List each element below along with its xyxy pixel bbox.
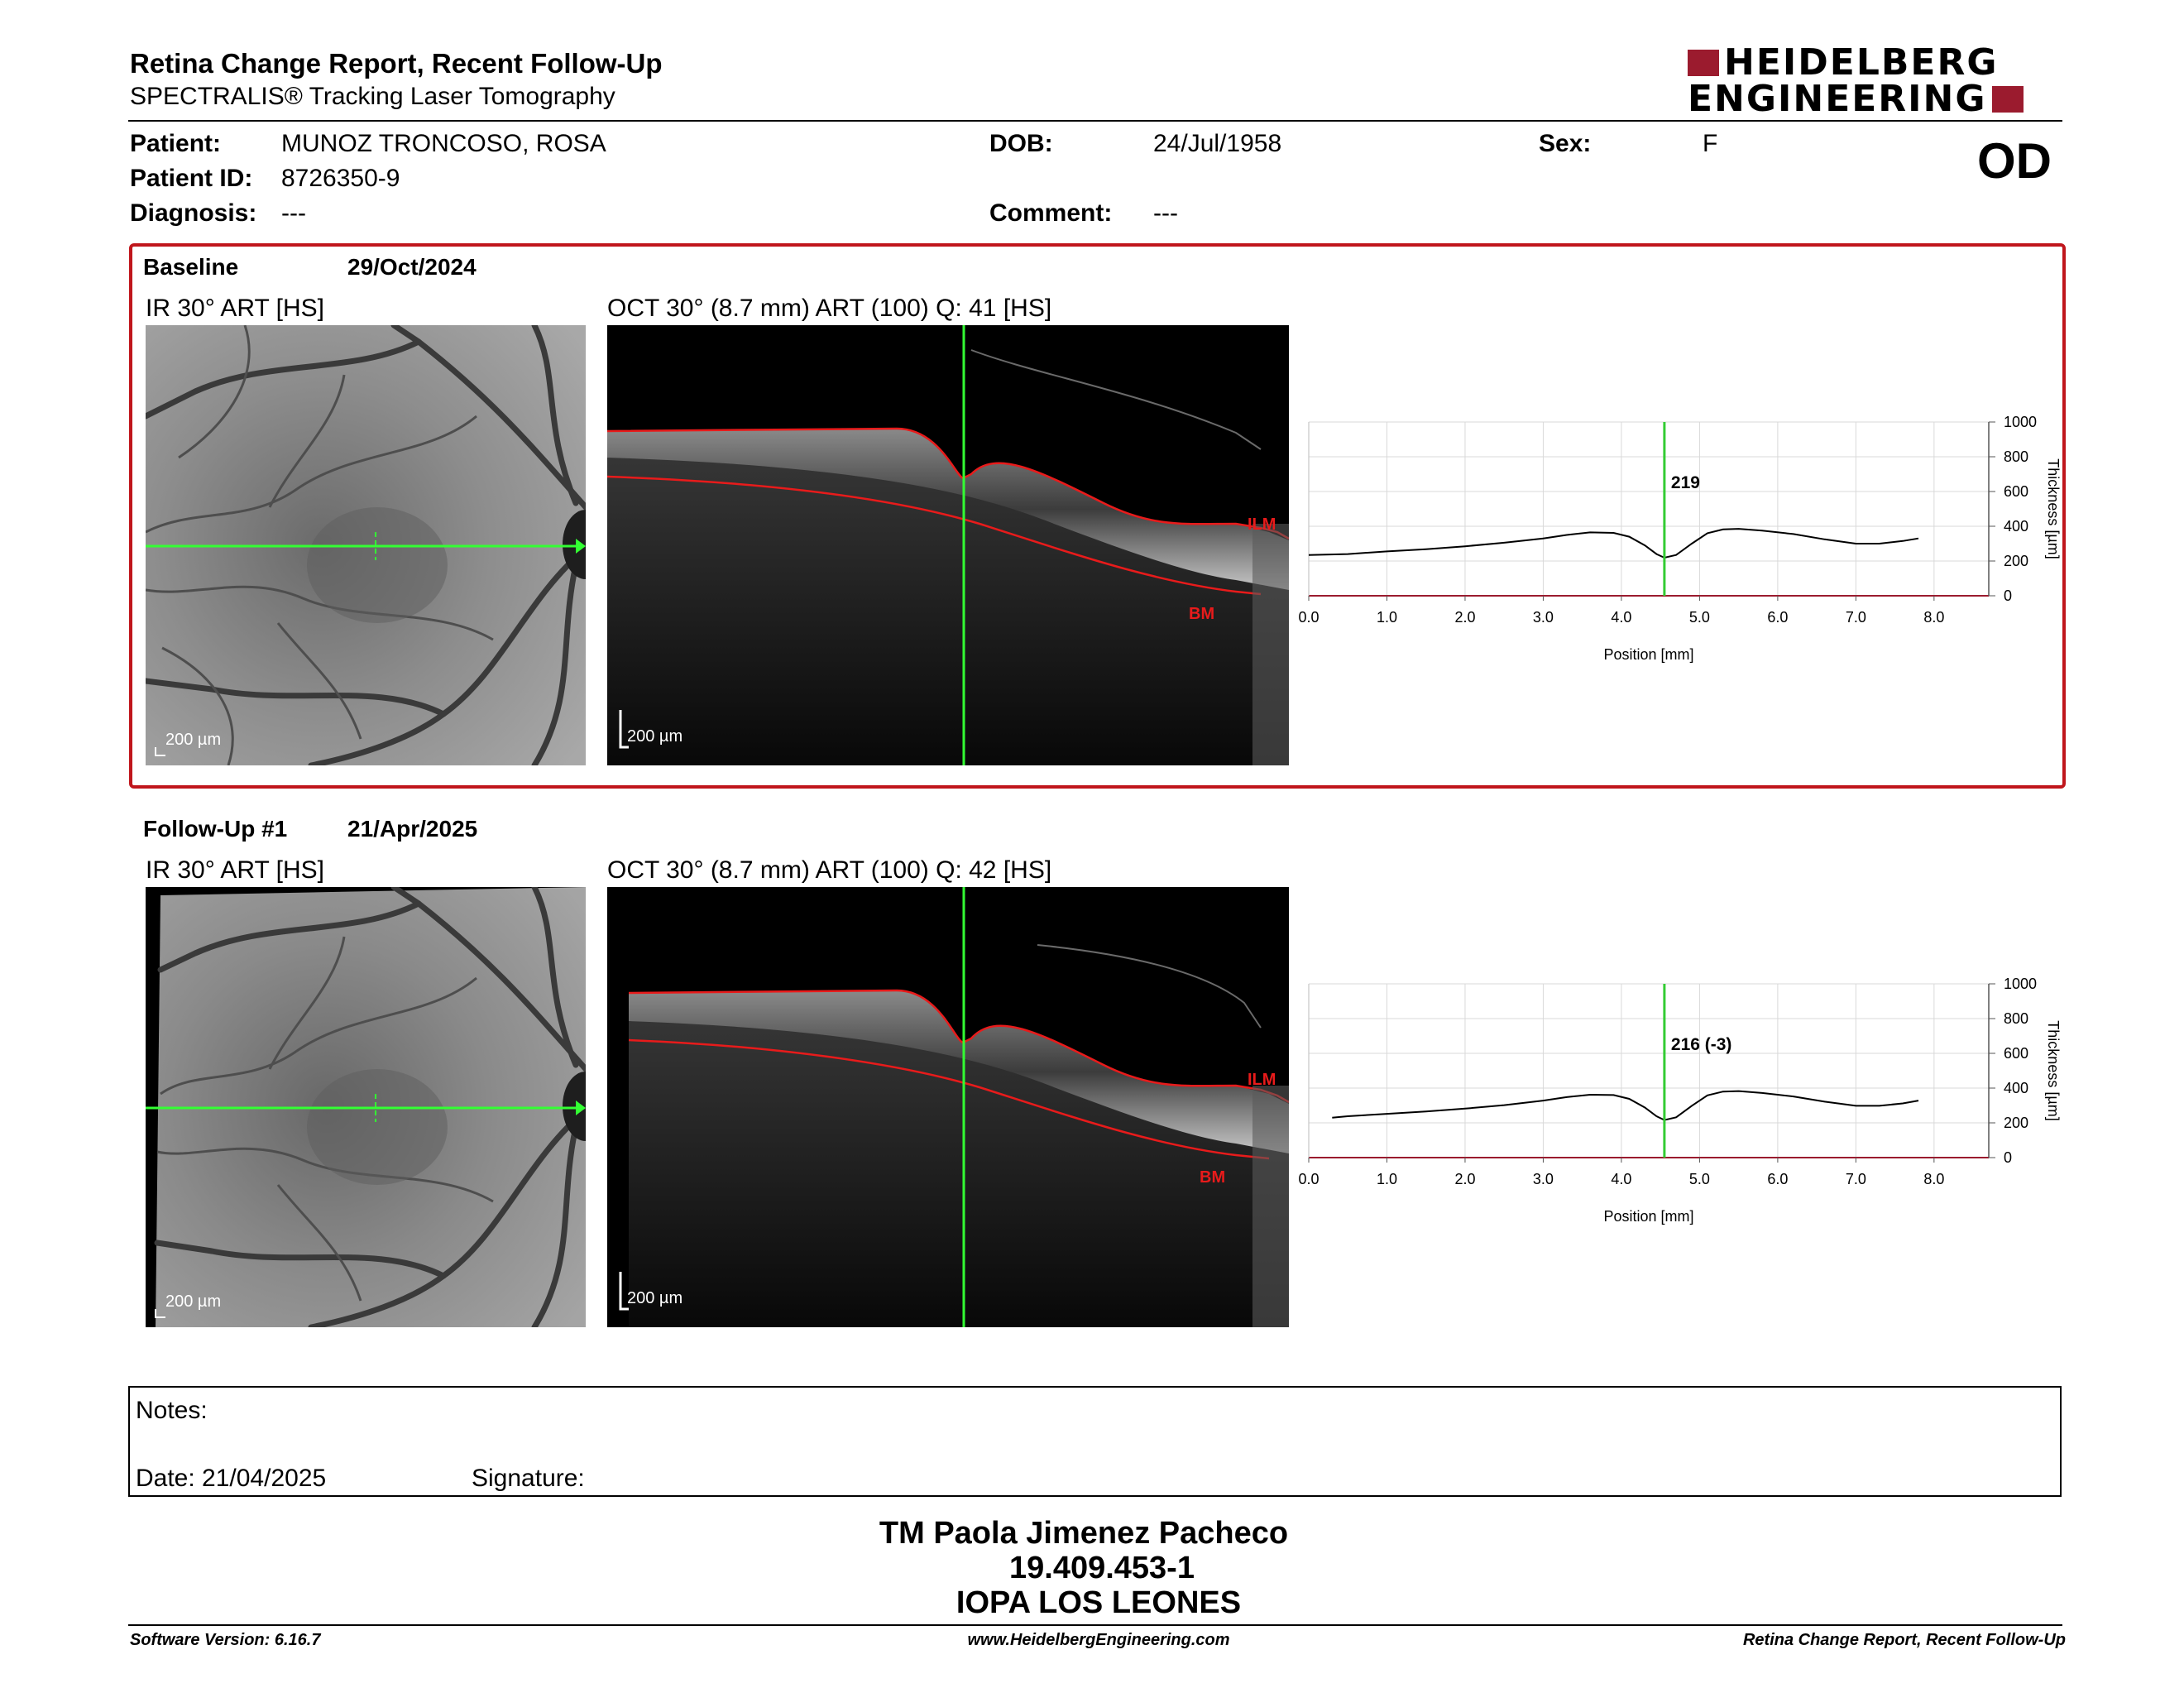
website-link[interactable]: www.HeidelbergEngineering.com bbox=[967, 1631, 1230, 1649]
y-tick-label: 800 bbox=[2004, 448, 2028, 465]
x-tick-label: 6.0 bbox=[1767, 1171, 1788, 1187]
notes-date: Date: 21/04/2025 bbox=[136, 1465, 327, 1492]
oct-title: OCT 30° (8.7 mm) ART (100) Q: 41 [HS] bbox=[607, 295, 1052, 322]
ir-fundus-image: 200 µm bbox=[146, 325, 586, 765]
y-tick-label: 0 bbox=[2004, 587, 2012, 604]
heidelberg-logo-2: ENGINEERING bbox=[1688, 78, 2024, 120]
ilm-label: ILM bbox=[1248, 1071, 1276, 1089]
x-tick-label: 7.0 bbox=[1846, 609, 1866, 626]
y-tick-label: 1000 bbox=[2004, 976, 2037, 992]
x-tick-label: 6.0 bbox=[1767, 609, 1788, 626]
y-tick-label: 600 bbox=[2004, 1045, 2028, 1062]
notes-box bbox=[128, 1386, 2062, 1497]
heidelberg-logo: HEIDELBERG bbox=[1688, 41, 1999, 84]
y-tick-label: 200 bbox=[2004, 1115, 2028, 1131]
oct-title: OCT 30° (8.7 mm) ART (100) Q: 42 [HS] bbox=[607, 856, 1052, 884]
x-tick-label: 3.0 bbox=[1533, 1171, 1554, 1187]
y-axis-label: Thickness [µm] bbox=[2045, 458, 2062, 559]
marker-value-label: 216 (-3) bbox=[1671, 1035, 1732, 1054]
signature-org: IOPA LOS LEONES bbox=[956, 1585, 1242, 1620]
notes-label: Notes: bbox=[136, 1397, 208, 1424]
software-version: Software Version: 6.16.7 bbox=[130, 1631, 321, 1649]
logo-line2: ENGINEERING bbox=[1688, 78, 1987, 120]
ir-title: IR 30° ART [HS] bbox=[146, 295, 324, 322]
exam-date: 21/Apr/2025 bbox=[347, 816, 478, 842]
patient-label: Patient: bbox=[130, 130, 222, 157]
patient-value: MUNOZ TRONCOSO, ROSA bbox=[281, 130, 606, 157]
bm-label: BM bbox=[1200, 1168, 1226, 1187]
bm-label: BM bbox=[1189, 605, 1215, 623]
ir-title: IR 30° ART [HS] bbox=[146, 856, 324, 884]
logo-line1: HEIDELBERG bbox=[1724, 41, 1999, 84]
x-tick-label: 4.0 bbox=[1611, 1171, 1631, 1187]
signature-name: TM Paola Jimenez Pacheco bbox=[879, 1516, 1289, 1551]
eye-side: OD bbox=[1977, 133, 2052, 189]
signature-id: 19.409.453-1 bbox=[1009, 1551, 1195, 1585]
x-axis-label: Position [mm] bbox=[1603, 646, 1693, 663]
ir-scale-label: 200 µm bbox=[165, 731, 222, 749]
x-tick-label: 4.0 bbox=[1611, 609, 1631, 626]
exam-name: Baseline bbox=[143, 254, 239, 280]
patient-id-value: 8726350-9 bbox=[281, 165, 400, 192]
footer-rule bbox=[128, 1624, 2062, 1626]
patient-id-label: Patient ID: bbox=[130, 165, 253, 192]
dob-value: 24/Jul/1958 bbox=[1153, 130, 1282, 157]
thickness-chart: 0.0 1.0 2.0 3.0 4.0 5.0 6.0 7.0 8.0 0 200 400 600 800… bbox=[1298, 969, 2068, 1242]
baseline-section bbox=[129, 243, 2066, 789]
diagnosis-value: --- bbox=[281, 199, 306, 227]
dob-label: DOB: bbox=[989, 130, 1053, 157]
report-subtitle: SPECTRALIS® Tracking Laser Tomography bbox=[130, 83, 615, 110]
signature-label: Signature: bbox=[472, 1465, 585, 1492]
y-tick-label: 400 bbox=[2004, 518, 2028, 535]
ir-fundus-image: 200 µm bbox=[146, 887, 586, 1327]
x-axis-label: Position [mm] bbox=[1603, 1208, 1693, 1225]
header-rule bbox=[128, 120, 2062, 122]
comment-value: --- bbox=[1153, 199, 1178, 227]
logo-square-icon-2 bbox=[1991, 86, 2024, 113]
exam-name: Follow-Up #1 bbox=[143, 816, 288, 842]
y-tick-label: 200 bbox=[2004, 553, 2028, 569]
ir-scale-label: 200 µm bbox=[165, 1292, 222, 1311]
ilm-label: ILM bbox=[1248, 516, 1276, 534]
oct-scale-label: 200 µm bbox=[627, 1289, 683, 1307]
x-tick-label: 2.0 bbox=[1454, 1171, 1475, 1187]
x-tick-label: 8.0 bbox=[1923, 1171, 1944, 1187]
oct-bscan-image: ILM BM 200 µm bbox=[607, 887, 1289, 1327]
thickness-chart: 0.0 1.0 2.0 3.0 4.0 5.0 6.0 7.0 8.0 0 200 400 600 800… bbox=[1298, 407, 2068, 680]
x-tick-label: 5.0 bbox=[1689, 1171, 1710, 1187]
oct-bscan-image: ILM BM 200 µm bbox=[607, 325, 1289, 765]
y-tick-label: 0 bbox=[2004, 1149, 2012, 1166]
comment-label: Comment: bbox=[989, 199, 1113, 227]
report-title: Retina Change Report, Recent Follow-Up bbox=[130, 48, 663, 79]
footer-report-name: Retina Change Report, Recent Follow-Up bbox=[1742, 1631, 2066, 1649]
thickness-line bbox=[1332, 1090, 1919, 1121]
y-tick-label: 800 bbox=[2004, 1010, 2028, 1027]
diagnosis-label: Diagnosis: bbox=[130, 199, 257, 227]
y-axis-label: Thickness [µm] bbox=[2045, 1020, 2062, 1120]
x-tick-label: 1.0 bbox=[1377, 1171, 1397, 1187]
x-tick-label: 8.0 bbox=[1923, 609, 1944, 626]
y-tick-label: 1000 bbox=[2004, 414, 2037, 430]
marker-value-label: 219 bbox=[1671, 473, 1700, 492]
exam-date: 29/Oct/2024 bbox=[347, 254, 477, 280]
x-tick-label: 7.0 bbox=[1846, 1171, 1866, 1187]
sex-label: Sex: bbox=[1539, 130, 1592, 157]
thickness-line bbox=[1308, 528, 1919, 559]
x-tick-label: 2.0 bbox=[1454, 609, 1475, 626]
x-tick-label: 5.0 bbox=[1689, 609, 1710, 626]
x-tick-label: 0.0 bbox=[1299, 609, 1320, 626]
sex-value: F bbox=[1703, 130, 1718, 157]
logo-square-icon bbox=[1688, 50, 1719, 76]
oct-scale-label: 200 µm bbox=[627, 727, 683, 746]
y-tick-label: 600 bbox=[2004, 483, 2028, 500]
y-tick-label: 400 bbox=[2004, 1080, 2028, 1096]
x-tick-label: 1.0 bbox=[1377, 609, 1397, 626]
x-tick-label: 0.0 bbox=[1299, 1171, 1320, 1187]
x-tick-label: 3.0 bbox=[1533, 609, 1554, 626]
